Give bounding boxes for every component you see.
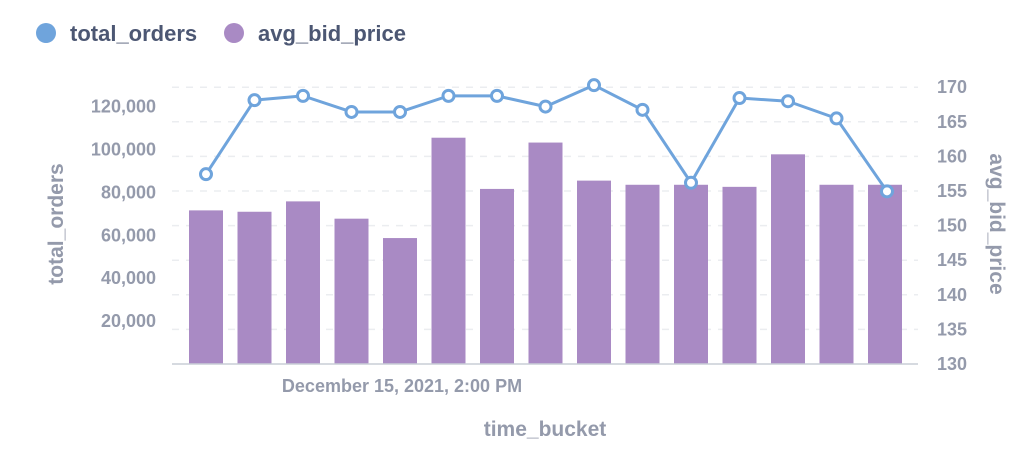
legend-item-total-orders[interactable]: total_orders (36, 21, 197, 46)
y-right-tick-8: 170 (937, 77, 967, 97)
bar-10[interactable] (674, 184, 708, 364)
y-axis-left-title: total_orders (45, 163, 68, 284)
line-point-5[interactable] (441, 88, 456, 103)
y-right-tick-1: 135 (937, 319, 967, 339)
bar-0[interactable] (189, 210, 223, 364)
bar-8[interactable] (577, 180, 611, 364)
line-point-10[interactable] (684, 175, 698, 190)
bar-6[interactable] (480, 188, 514, 364)
y-axis-right-title: avg_bid_price (985, 153, 1008, 294)
line-point-4[interactable] (393, 104, 407, 119)
y-axis-left-ticks: 20,000 40,000 60,000 80,000 100,000 120,000 (91, 97, 156, 332)
y-right-tick-3: 145 (937, 250, 967, 270)
bar-5[interactable] (431, 137, 466, 364)
line-point-12[interactable] (781, 94, 795, 109)
legend-swatch-avg-bid-price (224, 23, 244, 43)
bar-3[interactable] (334, 218, 369, 364)
line-point-8[interactable] (587, 78, 601, 93)
y-left-tick-5: 120,000 (91, 97, 156, 117)
y-left-tick-1: 40,000 (101, 268, 156, 288)
line-point-1[interactable] (247, 93, 262, 108)
y-right-tick-4: 150 (937, 216, 967, 236)
bar-9[interactable] (625, 184, 660, 364)
y-left-tick-0: 20,000 (101, 311, 156, 331)
line-point-13[interactable] (829, 111, 844, 126)
bar-13[interactable] (819, 184, 854, 364)
y-right-tick-5: 155 (937, 181, 967, 201)
y-left-tick-2: 60,000 (101, 225, 156, 245)
legend-swatch-total-orders (36, 23, 56, 43)
line-point-3[interactable] (344, 104, 359, 119)
y-axis-right-ticks: 130 135 140 145 150 155 160 165 170 (937, 77, 967, 374)
bar-series-avg-bid-price (189, 137, 902, 364)
x-tick-label: December 15, 2021, 2:00 PM (282, 376, 522, 396)
line-point-0[interactable] (199, 167, 213, 182)
line-series-total-orders (199, 78, 894, 199)
legend[interactable]: total_orders avg_bid_price (36, 21, 406, 46)
legend-label-avg-bid-price: avg_bid_price (258, 21, 406, 46)
line-point-11[interactable] (732, 91, 747, 106)
line-point-14[interactable] (880, 184, 894, 199)
line-point-9[interactable] (635, 102, 650, 117)
y-right-tick-0: 130 (937, 354, 967, 374)
y-right-tick-7: 165 (937, 112, 967, 132)
x-axis-title: time_bucket (484, 418, 607, 441)
legend-item-avg-bid-price[interactable]: avg_bid_price (224, 21, 406, 46)
bar-7[interactable] (528, 142, 563, 364)
bar-1[interactable] (237, 211, 272, 364)
bar-12[interactable] (771, 154, 805, 364)
bar-14[interactable] (868, 184, 902, 364)
line-point-7[interactable] (538, 99, 553, 114)
legend-label-total-orders: total_orders (70, 21, 197, 46)
bar-11[interactable] (722, 186, 757, 364)
y-right-tick-6: 160 (937, 146, 967, 166)
line-point-6[interactable] (490, 88, 504, 103)
y-right-tick-2: 140 (937, 285, 967, 305)
y-left-tick-4: 100,000 (91, 140, 156, 160)
bar-4[interactable] (383, 238, 417, 364)
bar-2[interactable] (286, 201, 320, 364)
y-left-tick-3: 80,000 (101, 182, 156, 202)
line-point-2[interactable] (296, 88, 310, 103)
